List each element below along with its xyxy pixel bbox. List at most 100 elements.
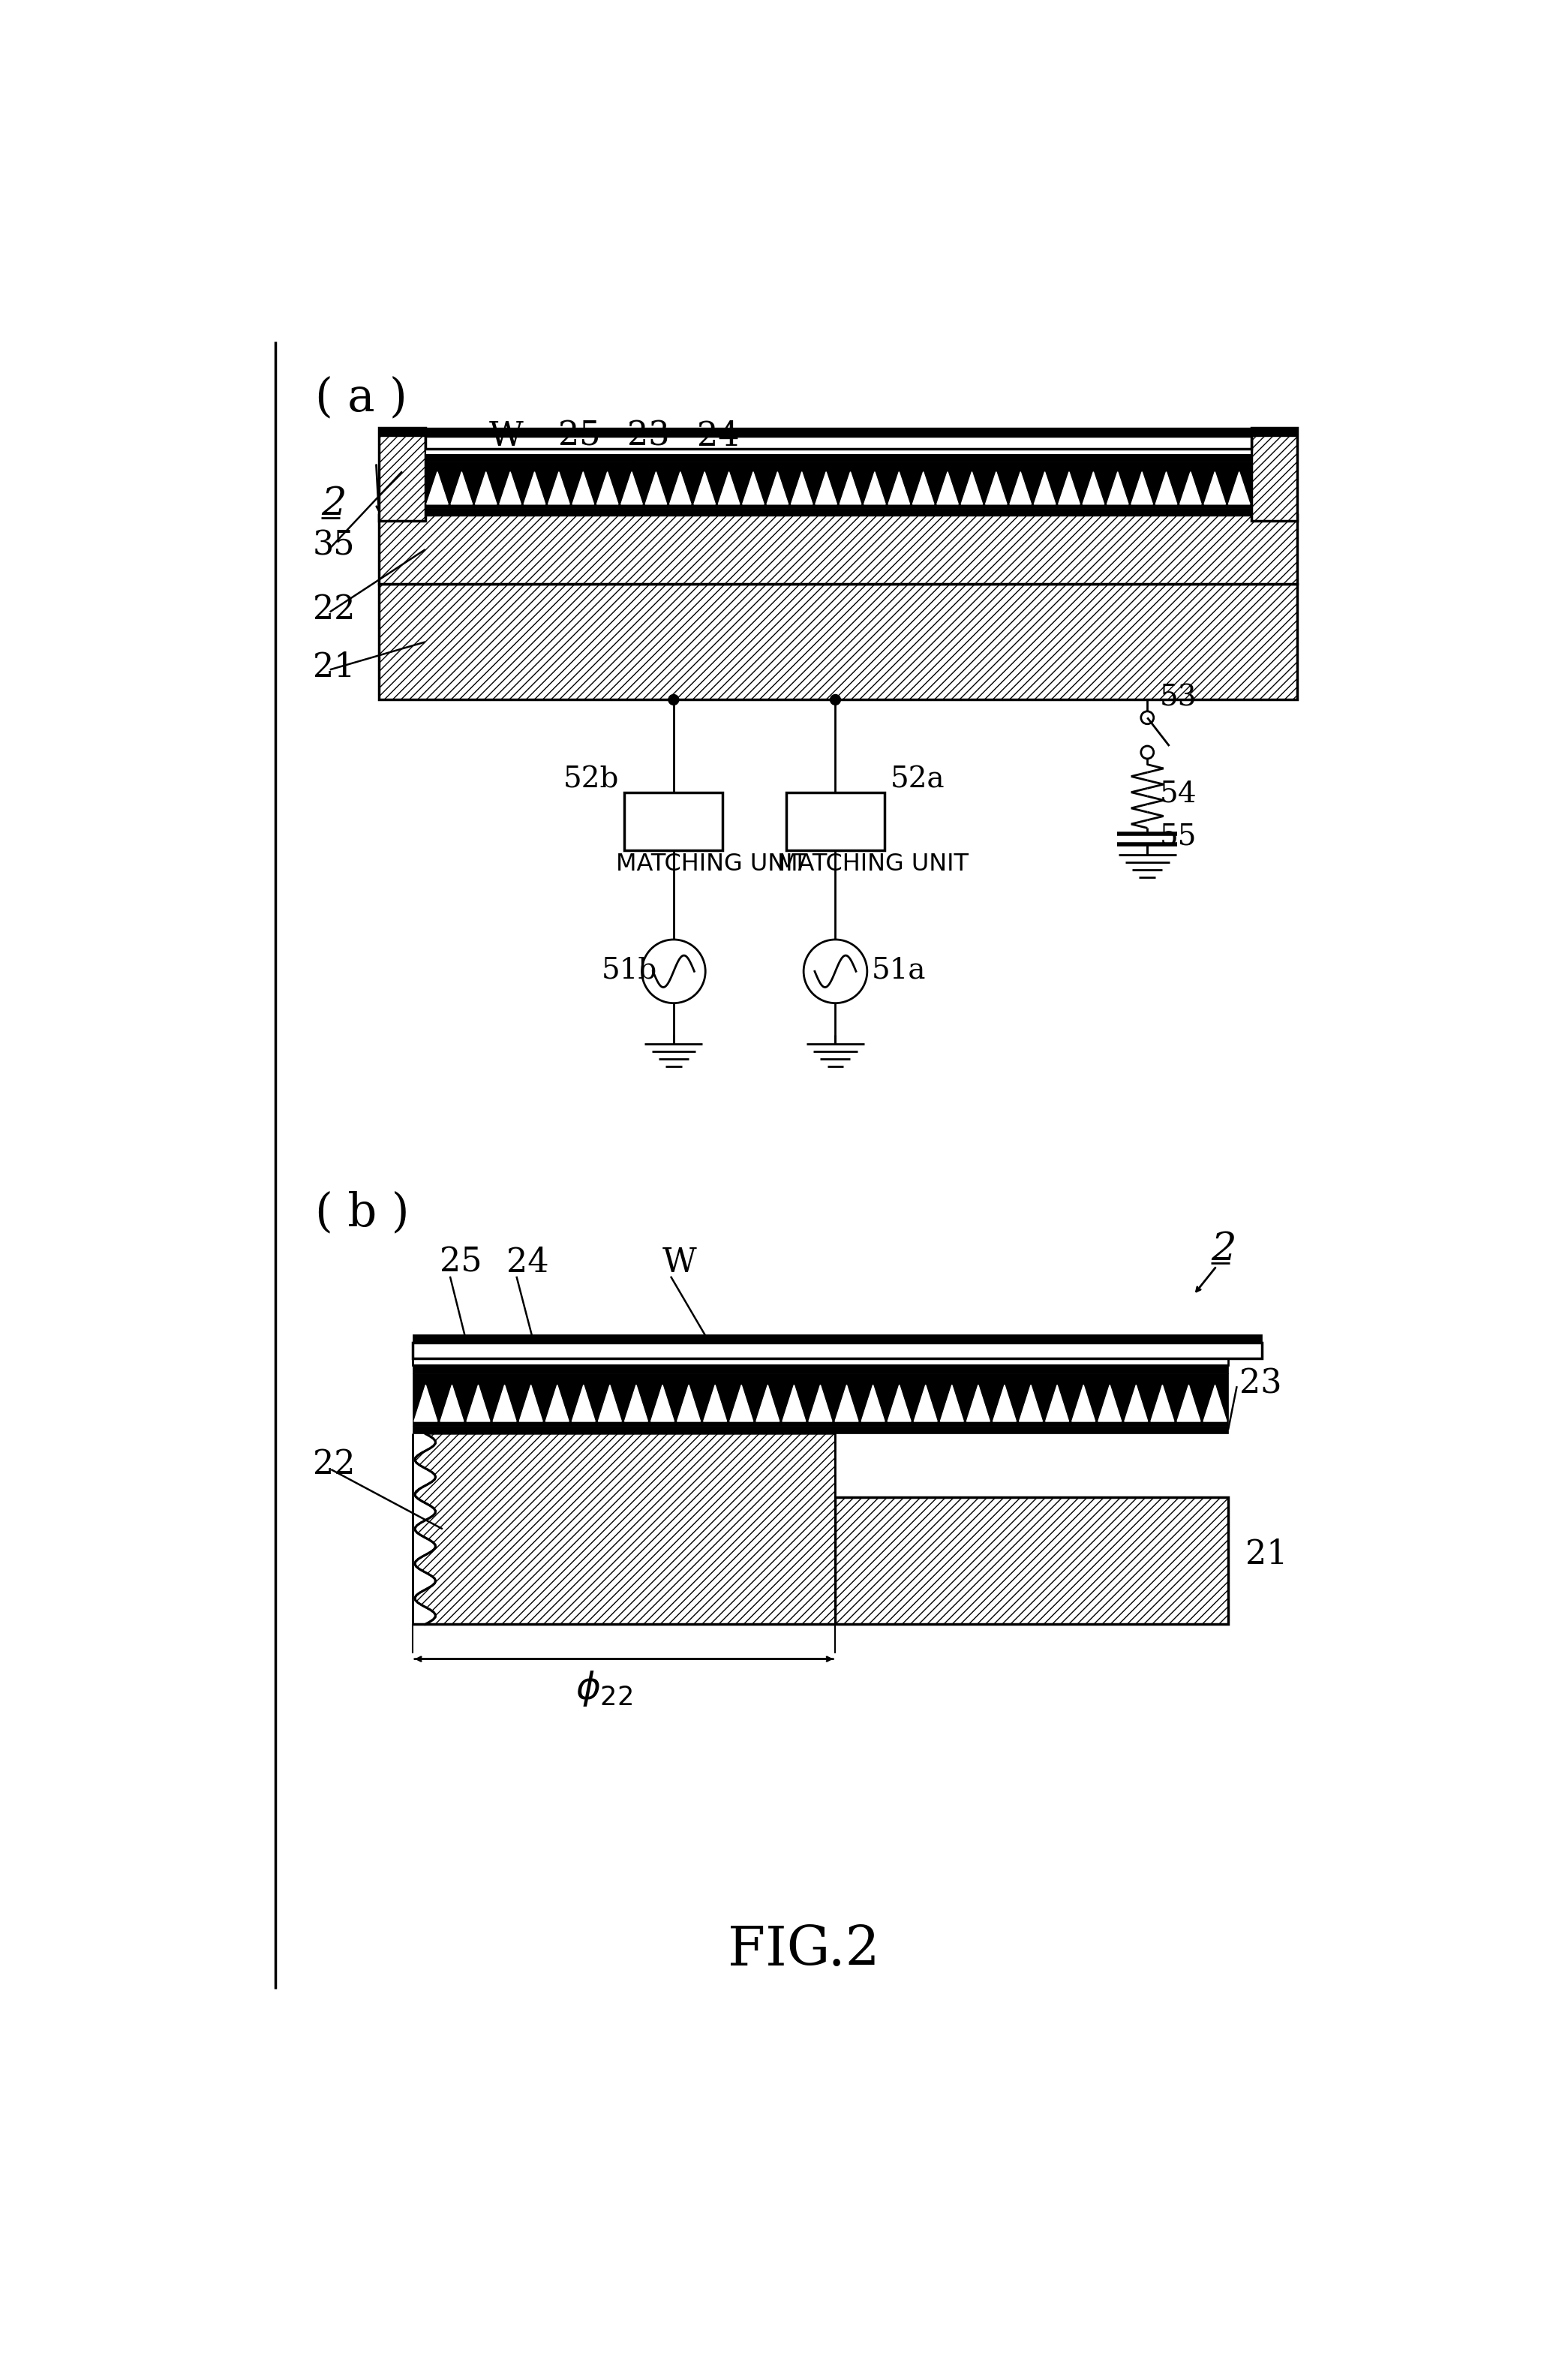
Polygon shape xyxy=(500,473,521,504)
Polygon shape xyxy=(861,1385,884,1421)
Text: 21: 21 xyxy=(1245,1539,1287,1570)
Bar xyxy=(425,449,1251,454)
Text: MATCHING UNIT: MATCHING UNIT xyxy=(616,851,808,875)
Bar xyxy=(836,1496,1228,1624)
Bar xyxy=(786,792,884,851)
Polygon shape xyxy=(519,1385,543,1421)
Polygon shape xyxy=(1107,473,1129,504)
Polygon shape xyxy=(1019,1385,1043,1421)
Text: 23: 23 xyxy=(1240,1366,1283,1399)
Polygon shape xyxy=(914,1385,938,1421)
Polygon shape xyxy=(961,473,983,504)
Polygon shape xyxy=(840,473,861,504)
Polygon shape xyxy=(651,1385,674,1421)
Polygon shape xyxy=(938,473,958,504)
Polygon shape xyxy=(1058,473,1080,504)
Text: 52a: 52a xyxy=(891,766,946,794)
Bar xyxy=(624,792,723,851)
Bar xyxy=(412,1373,1228,1425)
Bar xyxy=(379,428,425,520)
Bar xyxy=(1251,428,1298,520)
Circle shape xyxy=(829,695,840,704)
Polygon shape xyxy=(704,1385,726,1421)
Polygon shape xyxy=(1131,473,1152,504)
Polygon shape xyxy=(836,1385,858,1421)
Polygon shape xyxy=(1033,473,1055,504)
Bar xyxy=(379,584,1298,700)
Polygon shape xyxy=(1204,473,1226,504)
Polygon shape xyxy=(475,473,497,504)
Polygon shape xyxy=(729,1385,753,1421)
Bar xyxy=(425,454,1251,461)
Polygon shape xyxy=(624,1385,648,1421)
Text: 51a: 51a xyxy=(872,957,927,983)
Circle shape xyxy=(668,695,679,704)
Text: ( b ): ( b ) xyxy=(315,1191,409,1236)
Text: 35: 35 xyxy=(312,530,354,563)
Text: 54: 54 xyxy=(1160,780,1198,808)
Polygon shape xyxy=(597,473,618,504)
Polygon shape xyxy=(1178,1385,1201,1421)
Polygon shape xyxy=(1151,1385,1174,1421)
Text: 51b: 51b xyxy=(602,957,657,983)
Bar xyxy=(412,1343,1262,1359)
Text: W: W xyxy=(662,1246,696,1279)
Polygon shape xyxy=(599,1385,621,1421)
Polygon shape xyxy=(966,1385,989,1421)
Polygon shape xyxy=(492,1385,516,1421)
Text: ( a ): ( a ) xyxy=(315,376,408,421)
Polygon shape xyxy=(1082,473,1104,504)
Bar xyxy=(379,515,1298,584)
Polygon shape xyxy=(572,1385,596,1421)
Polygon shape xyxy=(743,473,764,504)
Bar xyxy=(425,461,1251,508)
Polygon shape xyxy=(546,1385,569,1421)
Text: MATCHING UNIT: MATCHING UNIT xyxy=(778,851,969,875)
Polygon shape xyxy=(677,1385,701,1421)
Polygon shape xyxy=(695,473,715,504)
Polygon shape xyxy=(621,473,643,504)
Text: 53: 53 xyxy=(1160,683,1196,712)
Text: 52b: 52b xyxy=(563,766,619,794)
Polygon shape xyxy=(1010,473,1032,504)
Polygon shape xyxy=(441,1385,464,1421)
Polygon shape xyxy=(1228,473,1250,504)
Bar xyxy=(425,437,1251,449)
Bar xyxy=(425,508,1251,515)
Polygon shape xyxy=(782,1385,806,1421)
Text: $\phi_{22}$: $\phi_{22}$ xyxy=(575,1669,632,1709)
Polygon shape xyxy=(767,473,789,504)
Polygon shape xyxy=(1124,1385,1148,1421)
Polygon shape xyxy=(524,473,546,504)
Bar xyxy=(412,1425,1228,1433)
Bar xyxy=(379,428,1298,437)
Polygon shape xyxy=(452,473,472,504)
Polygon shape xyxy=(1156,473,1178,504)
Polygon shape xyxy=(414,1385,437,1421)
Bar xyxy=(412,1333,1262,1343)
Polygon shape xyxy=(426,473,448,504)
Text: 25: 25 xyxy=(439,1246,481,1279)
Polygon shape xyxy=(718,473,740,504)
Polygon shape xyxy=(1179,473,1201,504)
Text: 2: 2 xyxy=(1210,1229,1236,1269)
Bar xyxy=(412,1359,1228,1366)
Polygon shape xyxy=(913,473,935,504)
Polygon shape xyxy=(864,473,886,504)
Text: 25: 25 xyxy=(558,421,601,452)
Polygon shape xyxy=(1073,1385,1094,1421)
Polygon shape xyxy=(1098,1385,1121,1421)
Text: 22: 22 xyxy=(312,593,354,626)
Polygon shape xyxy=(792,473,812,504)
Polygon shape xyxy=(549,473,569,504)
Polygon shape xyxy=(670,473,691,504)
Polygon shape xyxy=(889,473,909,504)
Polygon shape xyxy=(941,1385,963,1421)
Text: 24: 24 xyxy=(506,1246,549,1279)
Polygon shape xyxy=(815,473,837,504)
Text: 23: 23 xyxy=(627,421,670,452)
Bar xyxy=(412,1366,1228,1373)
Polygon shape xyxy=(986,473,1007,504)
Polygon shape xyxy=(809,1385,833,1421)
Text: FIG.2: FIG.2 xyxy=(728,1924,880,1976)
